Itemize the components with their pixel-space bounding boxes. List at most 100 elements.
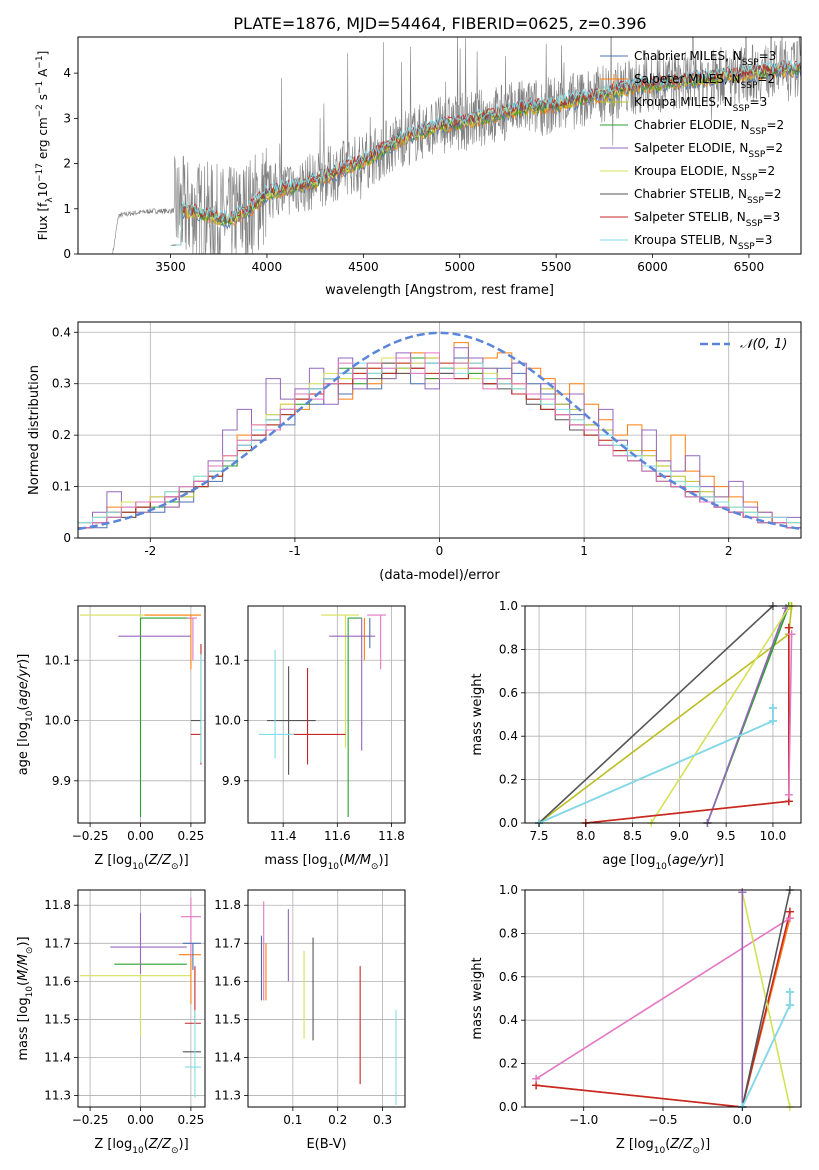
legend-label-part: Kroupa STELIB, N [634, 233, 738, 247]
spectrum-ylabel: Flux [fλ10−17 erg cm−2 s−1 A−1] [35, 51, 55, 241]
x-tick-label: 4500 [348, 260, 379, 274]
residuals-xlabel: (data-model)/error [379, 568, 500, 583]
massweight-vs-age-ylabel: mass weight [470, 673, 485, 755]
age-vs-z-panel: −0.25 0.00 0.259.910.010.1Z [log10(Z/Z⊙)]a… [16, 605, 206, 872]
mass-vs-z-plot-area [80, 897, 201, 1098]
spectrum-ylabel-part: −2 [35, 104, 45, 117]
y-tick-label: 11.5 [214, 1012, 241, 1026]
legend-label: Salpeter ELODIE, NSSP=2 [634, 141, 783, 160]
residuals-ylabel: Normed distribution [27, 365, 42, 495]
y-tick-label: 2 [63, 157, 71, 171]
legend-label-part: SSP [750, 127, 767, 137]
x-tick-label: 0.25 [178, 1113, 205, 1127]
x-tick-label: 11.6 [324, 829, 351, 843]
y-tick-label: 9.9 [222, 774, 241, 788]
legend-label: Chabrier ELODIE, NSSP=2 [634, 118, 784, 137]
spectrum-ylabel-part: −1 [35, 55, 45, 68]
massweight-vs-age-xlabel-part: ( [667, 853, 672, 868]
x-tick-label: −0.25 [72, 1113, 109, 1127]
x-tick-label: 6000 [637, 260, 668, 274]
age-vs-mass-plot-area [258, 614, 387, 817]
legend-label-part: =2 [766, 118, 784, 132]
mass-weight-line [538, 605, 774, 824]
mass-weight-line [706, 607, 787, 824]
y-tick-label: 0.8 [499, 926, 518, 940]
x-tick-label: 0.2 [328, 1113, 347, 1127]
mass-vs-z-xlabel-part: Z/Z [148, 1137, 172, 1152]
mass-weight-line [650, 605, 791, 824]
mass-vs-z-ylabel-part: mass [log [16, 997, 31, 1060]
x-tick-label: 10.0 [760, 829, 787, 843]
x-tick-label: 0.25 [178, 829, 205, 843]
age-vs-z-ylabel: age [log10(age/yr)] [16, 654, 35, 776]
age-vs-mass-xlabel-part: ( [339, 853, 344, 868]
residuals-panel: -2 -1 0 1 2 0 0.1 0.2 0.3 0.4 (data-model)/error No… [27, 321, 802, 583]
age-vs-z-xlabel-part: )] [179, 853, 189, 868]
legend-label-part: Chabrier STELIB, N [634, 187, 747, 201]
x-tick-label: 8.5 [623, 829, 642, 843]
axes-frame [77, 605, 206, 824]
legend-label: Kroupa MILES, NSSP=3 [634, 95, 767, 114]
massweight-vs-z-ylabel: mass weight [470, 957, 485, 1039]
spectrum-panel: 3500 4000 4500 5000 5500 6000 6500 0 1 2 3 4 wavelen… [35, 36, 802, 298]
massweight-vs-z-panel: −1.0 −0.5 0.0 0.0 0.2 0.4 0.6 0.8 1.0 mass weight… [470, 883, 802, 1156]
x-tick-label: 3500 [155, 260, 186, 274]
age-vs-z-ylabel-part: 10 [25, 710, 35, 722]
x-tick-label: 0.1 [283, 1113, 302, 1127]
legend-label-part: Kroupa MILES, N [634, 95, 733, 109]
y-tick-label: 0 [63, 247, 71, 261]
legend-label: Salpeter MILES, NSSP=2 [634, 72, 775, 91]
spectrum-xlabel: wavelength [Angstrom, rest frame] [325, 283, 554, 298]
x-tick-label: 5500 [541, 260, 572, 274]
y-tick-label: 0.4 [52, 325, 71, 339]
age-vs-mass-xlabel-part: M/M [344, 853, 371, 868]
mass-vs-z-xlabel-part: )] [179, 1137, 189, 1152]
legend-label: Kroupa ELODIE, NSSP=2 [634, 164, 775, 183]
residuals-legend: 𝒩(0, 1) [700, 337, 787, 352]
y-tick-label: 0.8 [499, 642, 518, 656]
legend-label-part: SSP [741, 81, 758, 91]
y-tick-label: 0.0 [499, 1100, 518, 1114]
y-tick-label: 0 [63, 531, 71, 545]
x-tick-label: 9.0 [670, 829, 689, 843]
y-tick-label: 1.0 [499, 599, 518, 613]
legend-label-part: Chabrier ELODIE, N [634, 118, 750, 132]
massweight-vs-age-xlabel: age [log10(age/yr)] [602, 853, 724, 872]
spectrum-ylabel-part: A [36, 68, 50, 81]
spectrum-ylabel-part: −17 [35, 163, 45, 182]
massweight-vs-z-xlabel-part: Z/Z [669, 1137, 693, 1152]
mass-vs-ebv-plot-area [260, 901, 397, 1106]
axes-frame [524, 605, 802, 824]
legend-label-part: Salpeter STELIB, N [634, 210, 746, 224]
spectrum-ylabel-part: 10 [36, 182, 50, 197]
age-vs-z-xlabel-part: ⊙ [171, 862, 179, 872]
y-tick-label: 3 [63, 111, 71, 125]
spectrum-ylabel-part: Flux [f [36, 202, 50, 240]
age-vs-z-ylabel-part: age [log [16, 722, 31, 775]
massweight-vs-z-xlabel-part: ( [665, 1137, 670, 1152]
massweight-vs-age-panel: 7.5 8.0 8.5 9.0 9.5 10.0 0.0 0.2 0.4 0.6 0.8 1.0 mas… [470, 599, 802, 872]
spectrum-model-line [170, 59, 801, 246]
mass-weight-line [535, 917, 791, 1080]
axes-frame [77, 36, 802, 255]
y-tick-label: 0.6 [499, 686, 518, 700]
y-tick-label: 11.8 [214, 898, 241, 912]
y-tick-label: 0.2 [52, 428, 71, 442]
mass-vs-z-ylabel-part: M/M [16, 954, 31, 981]
legend-label-part: SSP [738, 242, 755, 252]
y-tick-label: 0.1 [52, 480, 71, 494]
x-tick-label: -1 [289, 544, 301, 558]
age-vs-z-ylabel-part: ( [16, 706, 31, 711]
massweight-vs-z-xlabel-part: ⊙ [692, 1146, 700, 1156]
y-tick-label: 1.0 [499, 883, 518, 897]
spectrum-ylabel-part: λ [45, 197, 55, 203]
legend-label-part: =3 [759, 49, 777, 63]
x-tick-label: −1.0 [569, 1113, 598, 1127]
legend-label-part: SSP [733, 104, 750, 114]
legend-label-part: Kroupa ELODIE, N [634, 164, 741, 178]
x-tick-label: 11.8 [378, 829, 405, 843]
age-vs-z-xlabel-part: Z [log [94, 853, 132, 868]
y-tick-label: 10.0 [214, 714, 241, 728]
age-vs-z-plot-area [80, 614, 202, 817]
